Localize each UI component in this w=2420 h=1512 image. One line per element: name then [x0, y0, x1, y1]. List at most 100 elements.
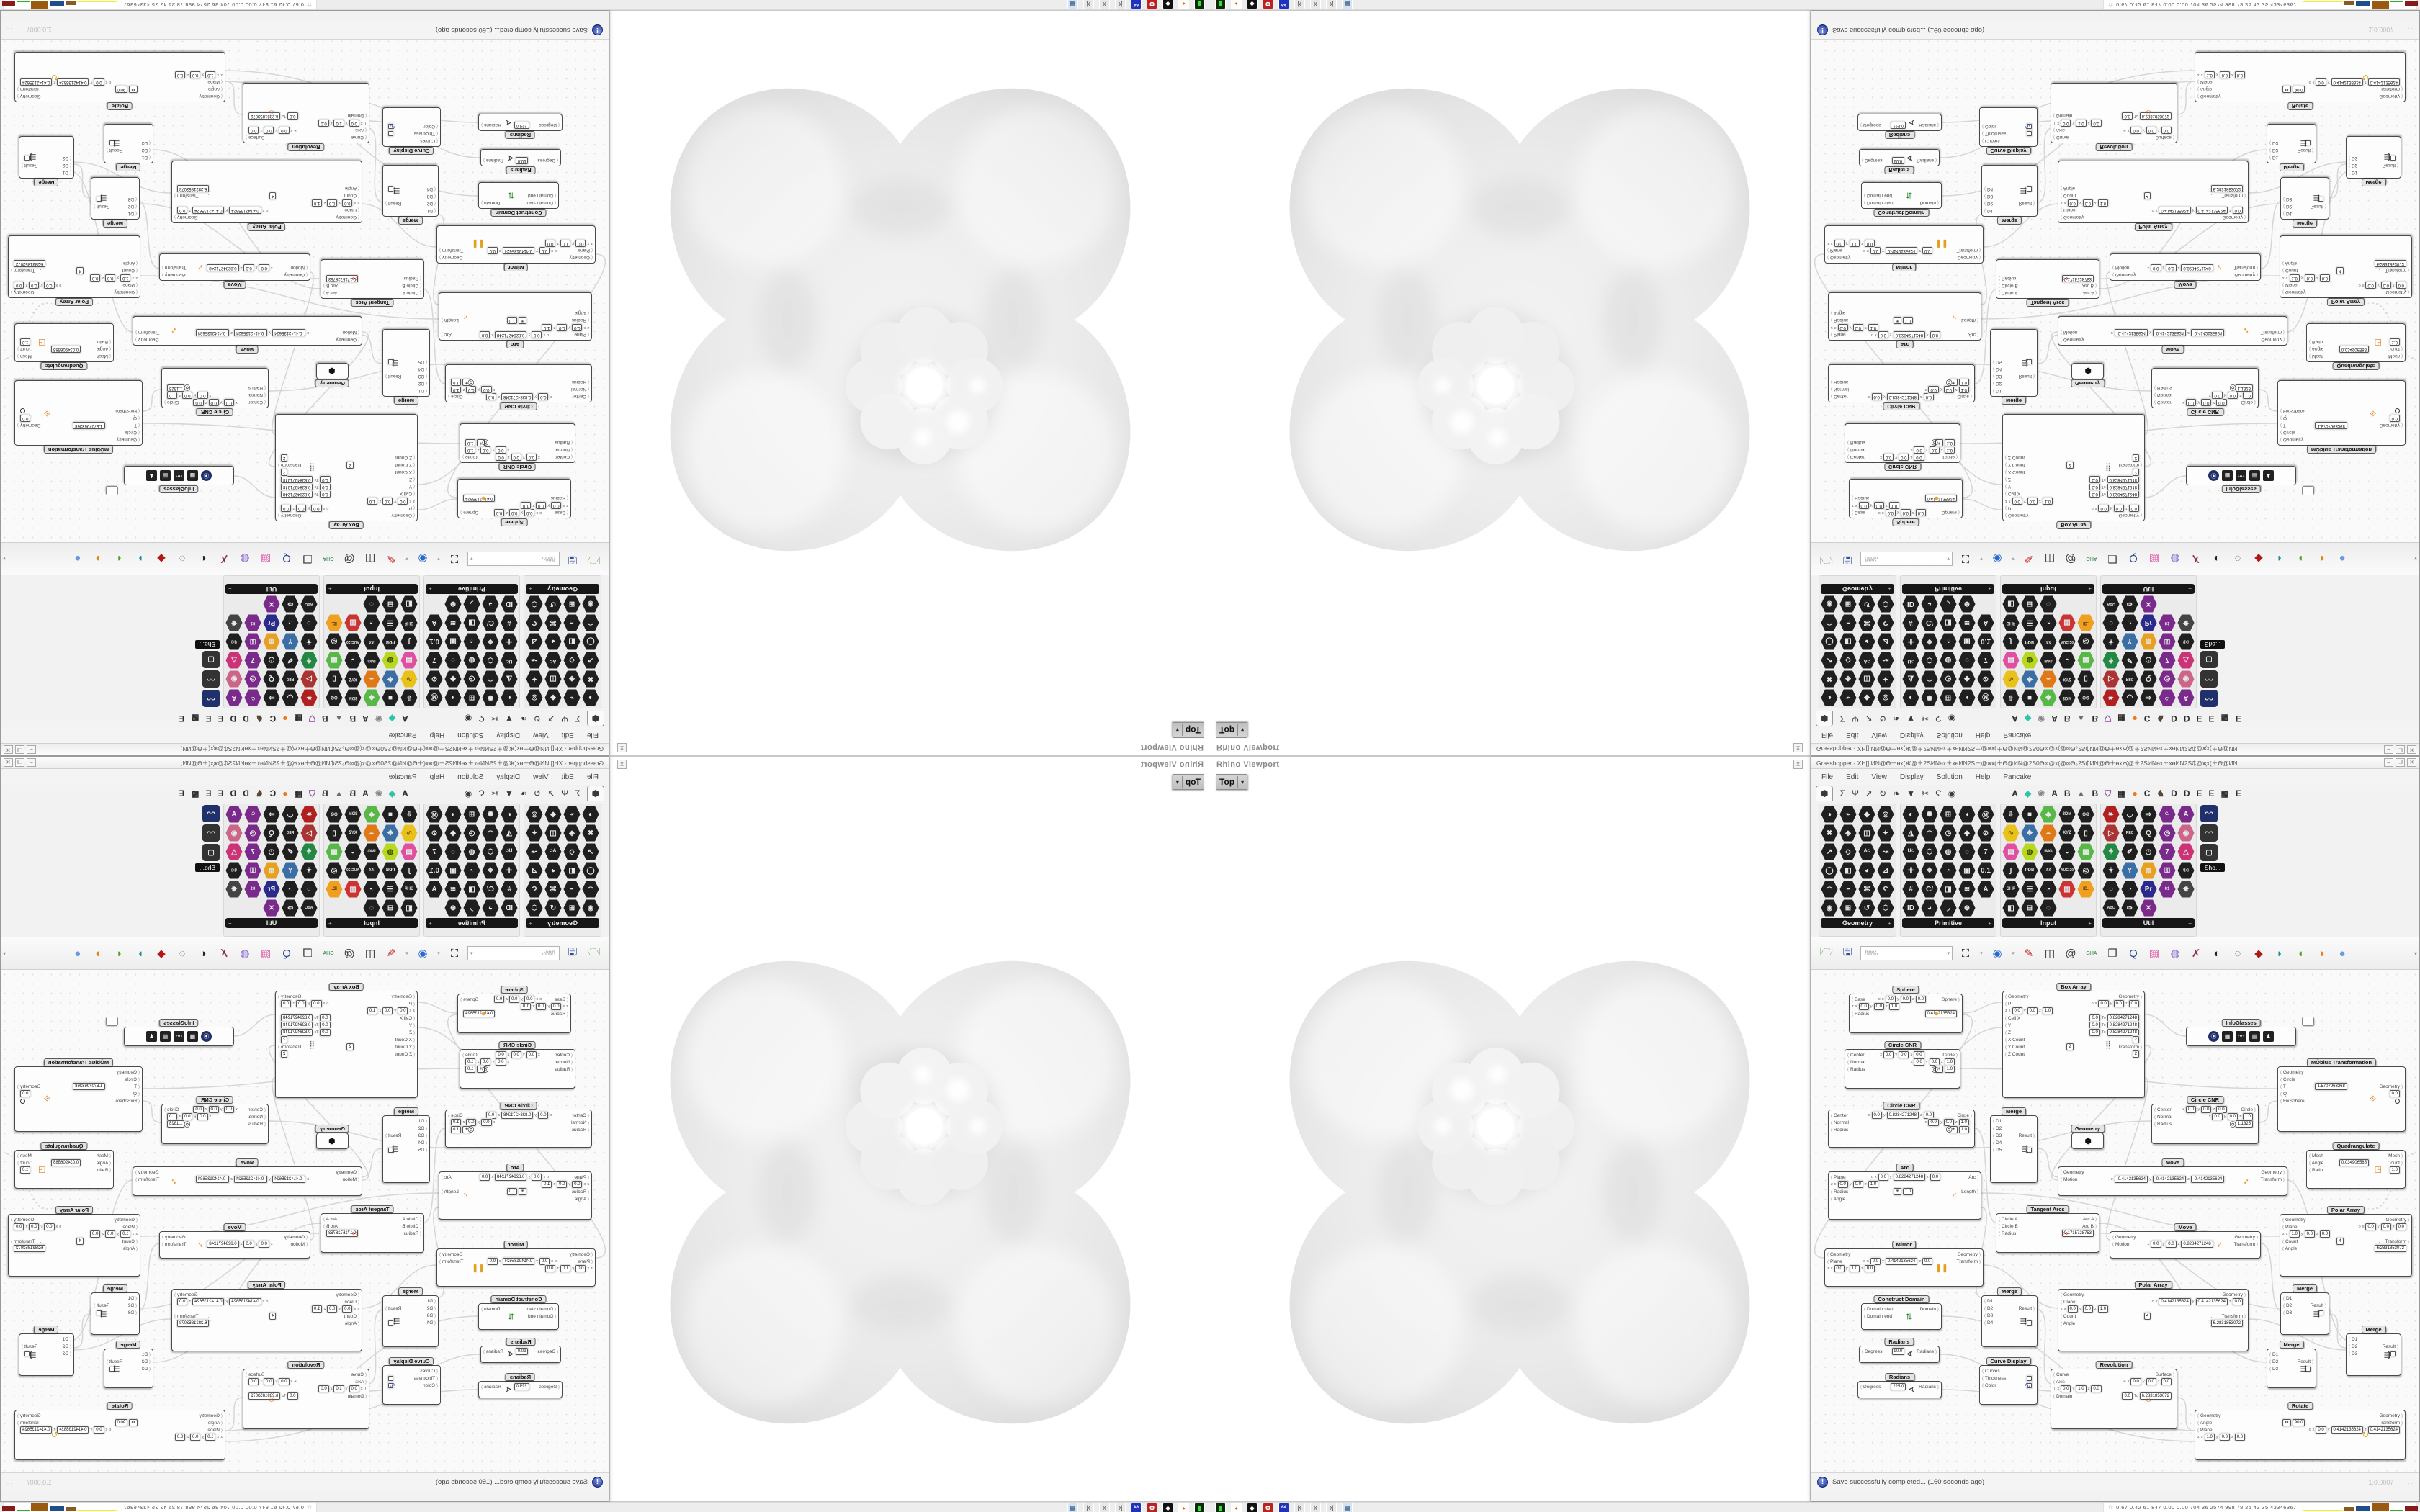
output-pin[interactable]: Circle [462, 1053, 478, 1058]
output-pin[interactable]: Transform [2222, 194, 2246, 199]
value-chip[interactable]: 1.0 [2097, 199, 2109, 207]
node-label[interactable]: Merge [2361, 1326, 2386, 1333]
value-chip[interactable]: 0.0 [1914, 454, 1924, 461]
emulator-64-icon[interactable]: 64 [1279, 1503, 1289, 1512]
component-icon[interactable]: ↺ [1858, 595, 1876, 613]
output-pin[interactable]: Result [385, 374, 401, 379]
node-label[interactable]: Tangent Arcs [351, 1205, 394, 1213]
input-pin[interactable]: Color [1982, 1383, 1996, 1388]
category-tab[interactable]: ▲ [2076, 714, 2086, 724]
menu-view[interactable]: View [1871, 773, 1887, 781]
maximize-icon[interactable]: ❐ [2396, 758, 2405, 767]
value-chip[interactable]: 1.0 [1888, 1003, 1900, 1010]
infoglasses-icon[interactable]: ♟ [2263, 1031, 2274, 1042]
sketch-pen-icon[interactable]: ✎ [386, 948, 396, 960]
category-tab-icon[interactable]: ❧ [1893, 788, 1901, 798]
input-pin[interactable]: Base [1852, 510, 1865, 516]
shader-green-icon[interactable]: ◖ [116, 552, 123, 565]
input-pin[interactable]: Curve [2053, 1372, 2069, 1377]
component-icon[interactable]: ◕ [544, 862, 562, 879]
gh-node[interactable]: Geometry ⬢ [315, 1125, 350, 1149]
input-pin[interactable]: D1 [2283, 1296, 2292, 1301]
component-icon[interactable]: Pr [2140, 614, 2157, 631]
value-chip[interactable]: 6.2831853072 [2139, 1392, 2172, 1400]
value-chip[interactable]: 0.0 [197, 1113, 208, 1120]
input-pin[interactable]: Geometry [199, 94, 223, 99]
app-glyph-icon[interactable]: ᛞ [1327, 1503, 1336, 1512]
component-icon[interactable]: A [225, 806, 243, 823]
value-chip[interactable]: 0.0 [44, 1223, 55, 1230]
value-chip[interactable]: 0.0 [2232, 207, 2243, 214]
value-chip[interactable]: 0.0 [243, 1241, 254, 1248]
value-chip[interactable]: -0.4142135624 [2190, 329, 2225, 336]
value-chip[interactable]: 0.4142135624 [502, 247, 535, 254]
value-chip[interactable]: 0.0 [320, 476, 331, 483]
component-icon[interactable]: 7 [2159, 652, 2176, 669]
balloon-icon[interactable]: ◍ [2170, 948, 2180, 960]
category-tab-icon[interactable]: ✂ [490, 788, 498, 798]
category-tab[interactable]: ▩ [191, 788, 200, 798]
component-icon[interactable]: ◫ [1858, 824, 1876, 842]
output-pin[interactable]: Geometry [1957, 1252, 1981, 1257]
component-icon[interactable]: A [2177, 689, 2195, 706]
input-pin[interactable]: D1 [63, 1337, 71, 1342]
output-pin[interactable]: Geometry [1957, 256, 1981, 261]
checkbox[interactable] [24, 156, 30, 161]
input-pin[interactable]: Z [2005, 477, 2011, 482]
component-icon[interactable]: ⚘ [300, 652, 318, 669]
component-icon[interactable]: ◈ [1839, 824, 1857, 842]
component-icon[interactable]: ◷ [2140, 843, 2157, 860]
output-pin[interactable]: Mesh [2388, 1153, 2403, 1158]
value-chip[interactable]: 1.0 [1958, 379, 1969, 386]
input-pin[interactable]: Domain [348, 114, 367, 119]
output-pin[interactable]: Geometry [2385, 290, 2409, 295]
component-icon[interactable]: ID [1902, 595, 1919, 613]
component-icon[interactable]: ∫ [2002, 633, 2020, 650]
input-pin[interactable]: FixSphere [115, 1099, 140, 1104]
infoglasses-icon[interactable]: ♟ [146, 470, 157, 481]
node-label[interactable]: Construct Domain [1873, 1295, 1930, 1303]
output-pin[interactable]: Result [385, 1133, 401, 1138]
component-icon[interactable]: ❖ [1921, 862, 1938, 879]
category-tab-icon[interactable]: Σ [1839, 714, 1845, 724]
node-label[interactable]: Tangent Arcs [2026, 299, 2069, 307]
component-icon[interactable]: ID. [326, 881, 343, 898]
zoom-extents-icon[interactable]: ⛶ [1961, 947, 1970, 960]
component-icon[interactable]: 7 [1977, 652, 1994, 669]
input-pin[interactable]: Motion [343, 330, 360, 336]
input-pin[interactable]: Y Count [2005, 1045, 2025, 1050]
close-icon[interactable]: x [617, 760, 627, 769]
component-icon[interactable]: ▣ [444, 633, 462, 650]
component-icon[interactable]: ◆ [363, 689, 380, 706]
node-label[interactable]: Radians [505, 1373, 536, 1381]
component-icon[interactable]: ◑ [1821, 689, 1838, 706]
minimize-icon[interactable]: – [2384, 745, 2393, 754]
input-pin[interactable]: Plane [1831, 1175, 1846, 1180]
category-tab-icon[interactable]: Ψ [1851, 788, 1859, 798]
value-chip[interactable]: 1.0 [506, 317, 517, 324]
category-tab[interactable]: E [2208, 714, 2215, 724]
terminal-icon[interactable]: ▮ [1195, 0, 1204, 9]
component-icon[interactable]: ○ [300, 881, 318, 898]
palette-expand-icon[interactable]: + [429, 919, 432, 927]
component-icon[interactable]: ◡ [282, 689, 299, 706]
component-icon[interactable]: ◷ [1940, 824, 1957, 842]
value-chip[interactable]: 2 [2132, 1036, 2139, 1043]
output-pin[interactable]: Geometry [278, 513, 302, 518]
input-pin[interactable]: Geometry [116, 438, 140, 443]
component-icon[interactable]: 0.1 [426, 862, 443, 879]
output-pin[interactable]: Geometry [2261, 338, 2285, 343]
output-pin[interactable]: Transform [2261, 1177, 2285, 1182]
value-chip[interactable]: 1.0 [1903, 1188, 1914, 1195]
value-chip[interactable]: 0.0 [575, 240, 586, 247]
gh-node[interactable]: ArcPlaneox0.0y0.8284271248z0.0Arczx0.0y0… [1828, 292, 1981, 348]
output-pin[interactable]: Radians [1919, 1385, 1939, 1390]
value-chip[interactable]: 0.0 [509, 996, 520, 1003]
value-chip[interactable]: 0.0 [526, 1051, 537, 1058]
value-chip[interactable]: 0.0 [2089, 483, 2100, 490]
input-pin[interactable]: Angle [575, 1197, 589, 1202]
menu-edit[interactable]: Edit [561, 773, 574, 781]
app-glyph-icon[interactable]: ᛞ [1116, 1503, 1125, 1512]
output-pin[interactable]: Transform [278, 463, 302, 468]
